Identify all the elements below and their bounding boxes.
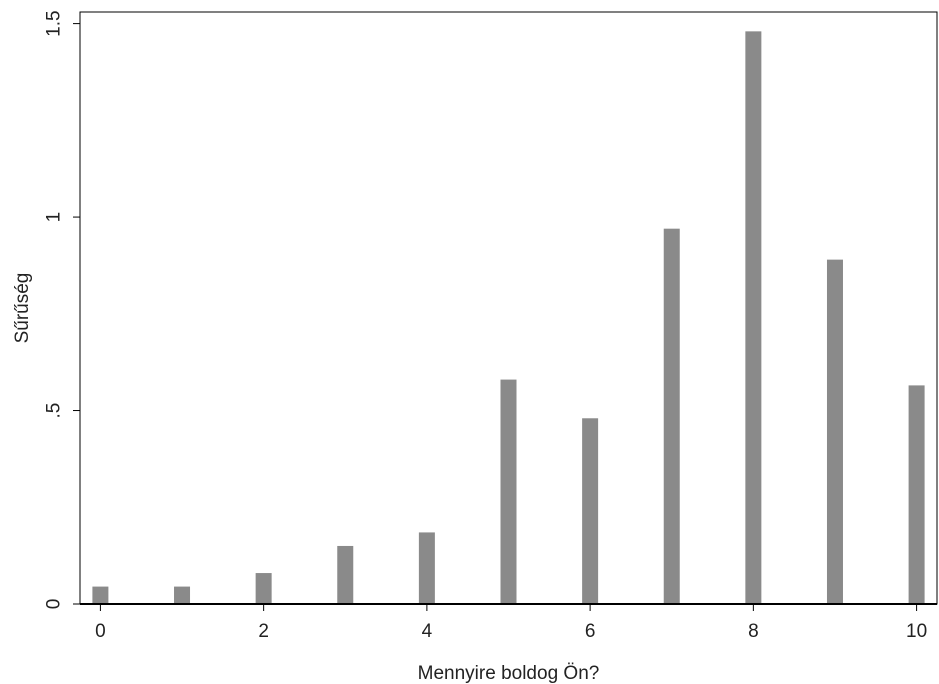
bar-0: [92, 586, 109, 604]
x-tick-label-4: 4: [422, 621, 433, 642]
y-tick-label-0: 0: [44, 599, 65, 610]
y-axis: 0 .5 1 1.5: [44, 10, 80, 610]
y-axis-title: Sűrűség: [12, 273, 33, 344]
bar-2: [255, 573, 272, 604]
bar-7: [663, 228, 680, 604]
y-tick-label-1: .5: [44, 403, 65, 419]
bar-1: [174, 586, 191, 604]
x-tick-label-8: 8: [748, 621, 759, 642]
bar-5: [500, 379, 517, 604]
bar-4: [418, 532, 435, 604]
x-axis: 0 2 4 6 8 10: [95, 604, 927, 642]
bar-8: [745, 31, 762, 605]
y-tick-label-2: 1: [44, 212, 65, 223]
x-tick-label-6: 6: [585, 621, 596, 642]
x-axis-title: Mennyire boldog Ön?: [418, 663, 600, 684]
x-tick-label-0: 0: [95, 621, 106, 642]
bar-6: [582, 418, 599, 604]
bar-10: [908, 385, 925, 604]
bar-3: [337, 545, 354, 604]
y-tick-label-3: 1.5: [44, 10, 65, 36]
bars-group: [92, 31, 925, 605]
x-tick-label-2: 2: [258, 621, 269, 642]
x-tick-label-10: 10: [906, 621, 927, 642]
bar-9: [826, 259, 843, 604]
